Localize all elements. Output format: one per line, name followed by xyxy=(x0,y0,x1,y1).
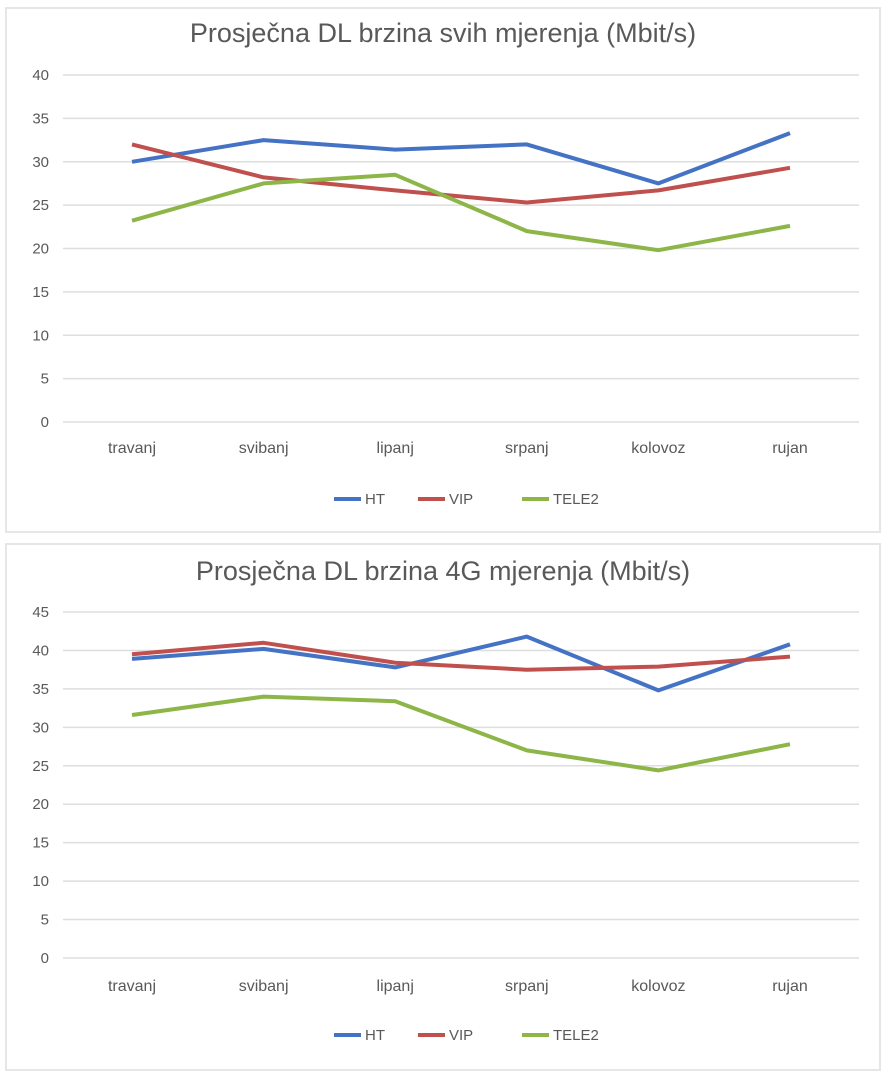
y-tick-label: 45 xyxy=(32,604,49,621)
y-tick-label: 40 xyxy=(32,67,49,84)
x-tick-label-rujan: rujan xyxy=(772,440,808,457)
y-tick-label: 0 xyxy=(41,950,49,967)
series-line-vip xyxy=(131,142,791,205)
series-line-ht xyxy=(131,131,791,186)
x-tick-label-svibanj: svibanj xyxy=(239,978,289,995)
x-tick-label-svibanj: svibanj xyxy=(239,440,289,457)
legend: HT VIP TELE2 xyxy=(334,491,599,508)
series-line-tele2 xyxy=(131,694,791,773)
series-line-tele2 xyxy=(131,172,791,253)
y-tick-label: 15 xyxy=(32,835,49,852)
legend-label-ht: HT xyxy=(365,1027,385,1044)
x-tick-label-kolovoz: kolovoz xyxy=(631,440,685,457)
legend: HT VIP TELE2 xyxy=(334,1027,599,1044)
x-tick-label-lipanj: lipanj xyxy=(377,978,414,995)
x-tick-label-lipanj: lipanj xyxy=(377,440,414,457)
legend-item-ht: HT xyxy=(334,1027,385,1044)
x-tick-label-travanj: travanj xyxy=(108,978,156,995)
x-tick-label-srpanj: srpanj xyxy=(505,978,549,995)
chart-panel-all-measurements: Prosječna DL brzina svih mjerenja (Mbit/… xyxy=(5,7,881,533)
legend-item-vip: VIP xyxy=(418,1027,473,1044)
legend-item-tele2: TELE2 xyxy=(522,491,599,508)
x-tick-label-srpanj: srpanj xyxy=(505,440,549,457)
legend-item-vip: VIP xyxy=(418,491,473,508)
gridlines xyxy=(63,611,859,959)
x-tick-label-kolovoz: kolovoz xyxy=(631,978,685,995)
legend-label-tele2: TELE2 xyxy=(553,491,599,508)
y-tick-label: 5 xyxy=(41,371,49,388)
legend-label-vip: VIP xyxy=(449,1027,473,1044)
series-line-vip xyxy=(131,640,791,672)
chart-panel-4g-measurements: Prosječna DL brzina 4G mjerenja (Mbit/s)… xyxy=(5,543,881,1071)
y-tick-label: 40 xyxy=(32,642,49,659)
legend-item-tele2: TELE2 xyxy=(522,1027,599,1044)
y-tick-label: 5 xyxy=(41,912,49,929)
legend-label-tele2: TELE2 xyxy=(553,1027,599,1044)
series-line-ht xyxy=(131,634,791,693)
y-tick-label: 10 xyxy=(32,327,49,344)
y-tick-label: 10 xyxy=(32,873,49,890)
y-tick-label: 0 xyxy=(41,414,49,431)
chart-title: Prosječna DL brzina 4G mjerenja (Mbit/s) xyxy=(196,556,690,586)
y-tick-label: 20 xyxy=(32,241,49,258)
chart-title: Prosječna DL brzina svih mjerenja (Mbit/… xyxy=(190,18,696,48)
legend-label-ht: HT xyxy=(365,491,385,508)
x-tick-label-rujan: rujan xyxy=(772,978,808,995)
x-tick-label-travanj: travanj xyxy=(108,440,156,457)
legend-label-vip: VIP xyxy=(449,491,473,508)
y-tick-label: 25 xyxy=(32,758,49,775)
y-tick-label: 35 xyxy=(32,110,49,127)
y-tick-label: 20 xyxy=(32,796,49,813)
line-chart-all-measurements: Prosječna DL brzina svih mjerenja (Mbit/… xyxy=(32,18,859,508)
y-tick-label: 25 xyxy=(32,197,49,214)
line-chart-4g-measurements: Prosječna DL brzina 4G mjerenja (Mbit/s)… xyxy=(32,556,859,1044)
y-tick-label: 30 xyxy=(32,719,49,736)
legend-item-ht: HT xyxy=(334,491,385,508)
gridlines xyxy=(63,74,859,423)
y-tick-label: 30 xyxy=(32,154,49,171)
y-tick-label: 35 xyxy=(32,681,49,698)
y-tick-label: 15 xyxy=(32,284,49,301)
